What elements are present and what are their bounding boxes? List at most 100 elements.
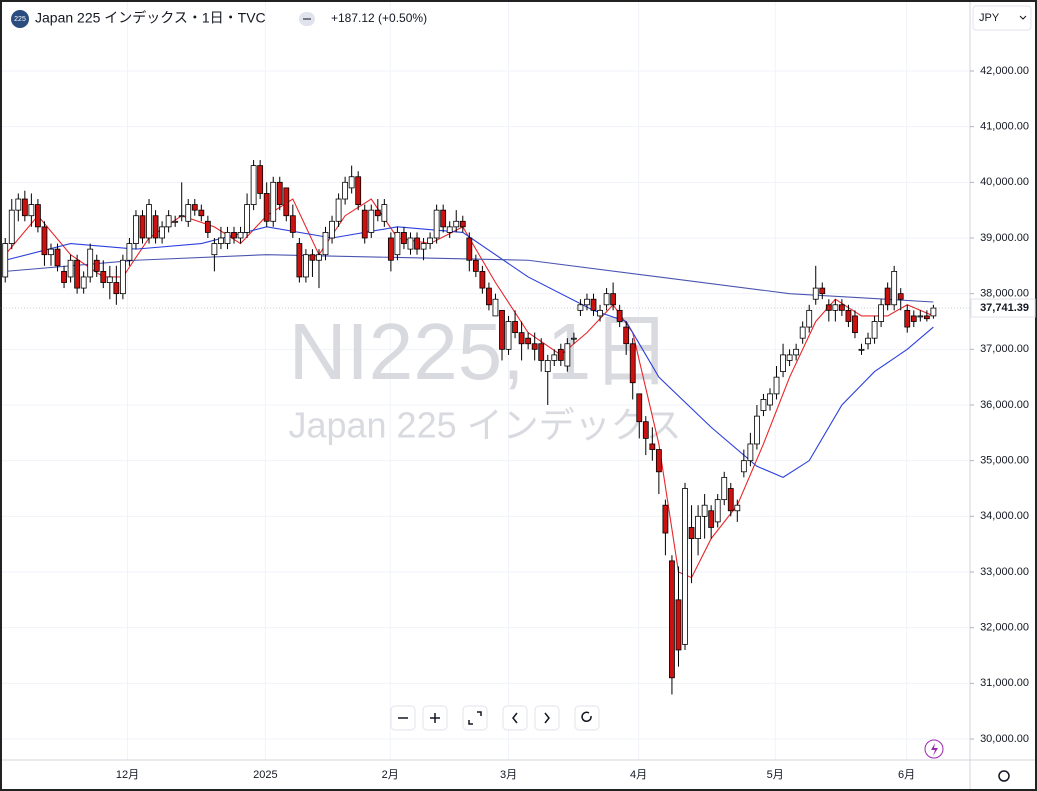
candle-body (505, 321, 512, 350)
x-tick-label: 5月 (767, 769, 784, 781)
candle-body (440, 209, 447, 228)
y-tick-label: 38,000.00 (980, 288, 1029, 300)
candle-body (126, 243, 133, 261)
x-tick-label: 4月 (630, 769, 647, 781)
candle-body (767, 393, 773, 406)
candle-body (727, 488, 734, 512)
candle-body (544, 360, 551, 372)
change: +187.12 (+0.50%) (331, 11, 427, 25)
y-tick-label: 40,000.00 (980, 176, 1029, 188)
candle-body (113, 282, 120, 295)
candle-body (819, 287, 826, 295)
candle-body (838, 304, 845, 311)
currency-select[interactable] (972, 5, 1032, 31)
candle-body (754, 415, 760, 445)
candle-body (218, 237, 224, 244)
icon (303, 18, 311, 20)
badge (11, 10, 29, 28)
candle-body (747, 443, 754, 462)
candle-body (348, 176, 355, 189)
candle-body (172, 220, 179, 223)
candle-body (309, 254, 316, 261)
candle-body (152, 215, 159, 239)
title: Japan 225 インデックス・1日・TVC (35, 10, 266, 26)
candle-body (662, 504, 669, 534)
y-tick-label: 34,000.00 (980, 510, 1029, 522)
candle-body (459, 220, 466, 228)
candle-body (780, 354, 786, 372)
candle-body (773, 376, 780, 395)
refresh[interactable] (574, 705, 600, 731)
last-price-label: 37,741.39 (980, 302, 1029, 314)
candle-body (231, 232, 237, 239)
candle-body (714, 499, 721, 523)
x-tick-label: 3月 (500, 769, 517, 781)
candle-body (381, 204, 388, 222)
candle-body (165, 215, 172, 228)
candle-body (910, 315, 917, 322)
candle-body (74, 259, 81, 289)
y-tick-label: 42,000.00 (980, 65, 1029, 77)
candle-body (420, 243, 427, 250)
x-tick-label: 6月 (898, 769, 915, 781)
moving-average (5, 226, 934, 478)
candle-body (296, 243, 303, 278)
candle-body (48, 248, 54, 256)
candle-body (453, 220, 460, 228)
candle-body (557, 348, 564, 361)
candle-body (414, 237, 420, 250)
candle-body (512, 321, 518, 334)
y-tick-label: 33,000.00 (980, 566, 1029, 578)
candle-body (655, 449, 662, 473)
candle-body (675, 599, 682, 651)
candle-body (616, 309, 623, 322)
candle-body (799, 326, 806, 339)
candle-body (865, 337, 871, 345)
candle-body (401, 232, 407, 244)
watermark-name: Japan 225 インデックス (288, 405, 681, 446)
candle-body (387, 237, 394, 261)
candle-body (322, 232, 329, 256)
candle-body (629, 343, 636, 384)
candle-body (15, 198, 22, 211)
candle-body (407, 237, 414, 250)
candle-body (41, 226, 48, 256)
scroll-right[interactable] (534, 705, 560, 731)
candle-body (159, 226, 166, 239)
candle-body (518, 332, 525, 345)
candle-body (590, 298, 597, 311)
candle-body (904, 309, 911, 328)
candle-body (852, 315, 858, 334)
candle-body (721, 476, 728, 501)
candle-body (688, 527, 695, 540)
candle-body (28, 204, 35, 217)
candle-body (368, 209, 375, 233)
candle-body (603, 293, 610, 306)
candle-body (858, 348, 865, 351)
candle-body (303, 254, 309, 278)
candle-body (244, 204, 250, 233)
candle-body (270, 181, 277, 222)
candle-body (283, 187, 290, 217)
scroll-left[interactable] (502, 705, 528, 731)
candle-body (335, 198, 342, 222)
settings-button[interactable] (998, 770, 1010, 782)
candle-body (35, 204, 41, 228)
candle-body (669, 560, 675, 679)
candle-body (845, 309, 852, 322)
candle-body (427, 237, 433, 244)
candle-body (499, 309, 505, 350)
x-tick-label: 2025 (253, 769, 277, 781)
y-tick-label: 37,000.00 (980, 343, 1029, 355)
candle-body (191, 204, 198, 211)
candle-body (67, 259, 74, 278)
candle-body (597, 309, 603, 317)
candle-body (237, 232, 244, 239)
candle-body (54, 248, 61, 267)
reset-scale[interactable] (462, 705, 488, 731)
candle-body (185, 204, 192, 222)
candle-body (250, 165, 257, 205)
candle-body (878, 304, 885, 322)
candle-body (923, 315, 930, 320)
